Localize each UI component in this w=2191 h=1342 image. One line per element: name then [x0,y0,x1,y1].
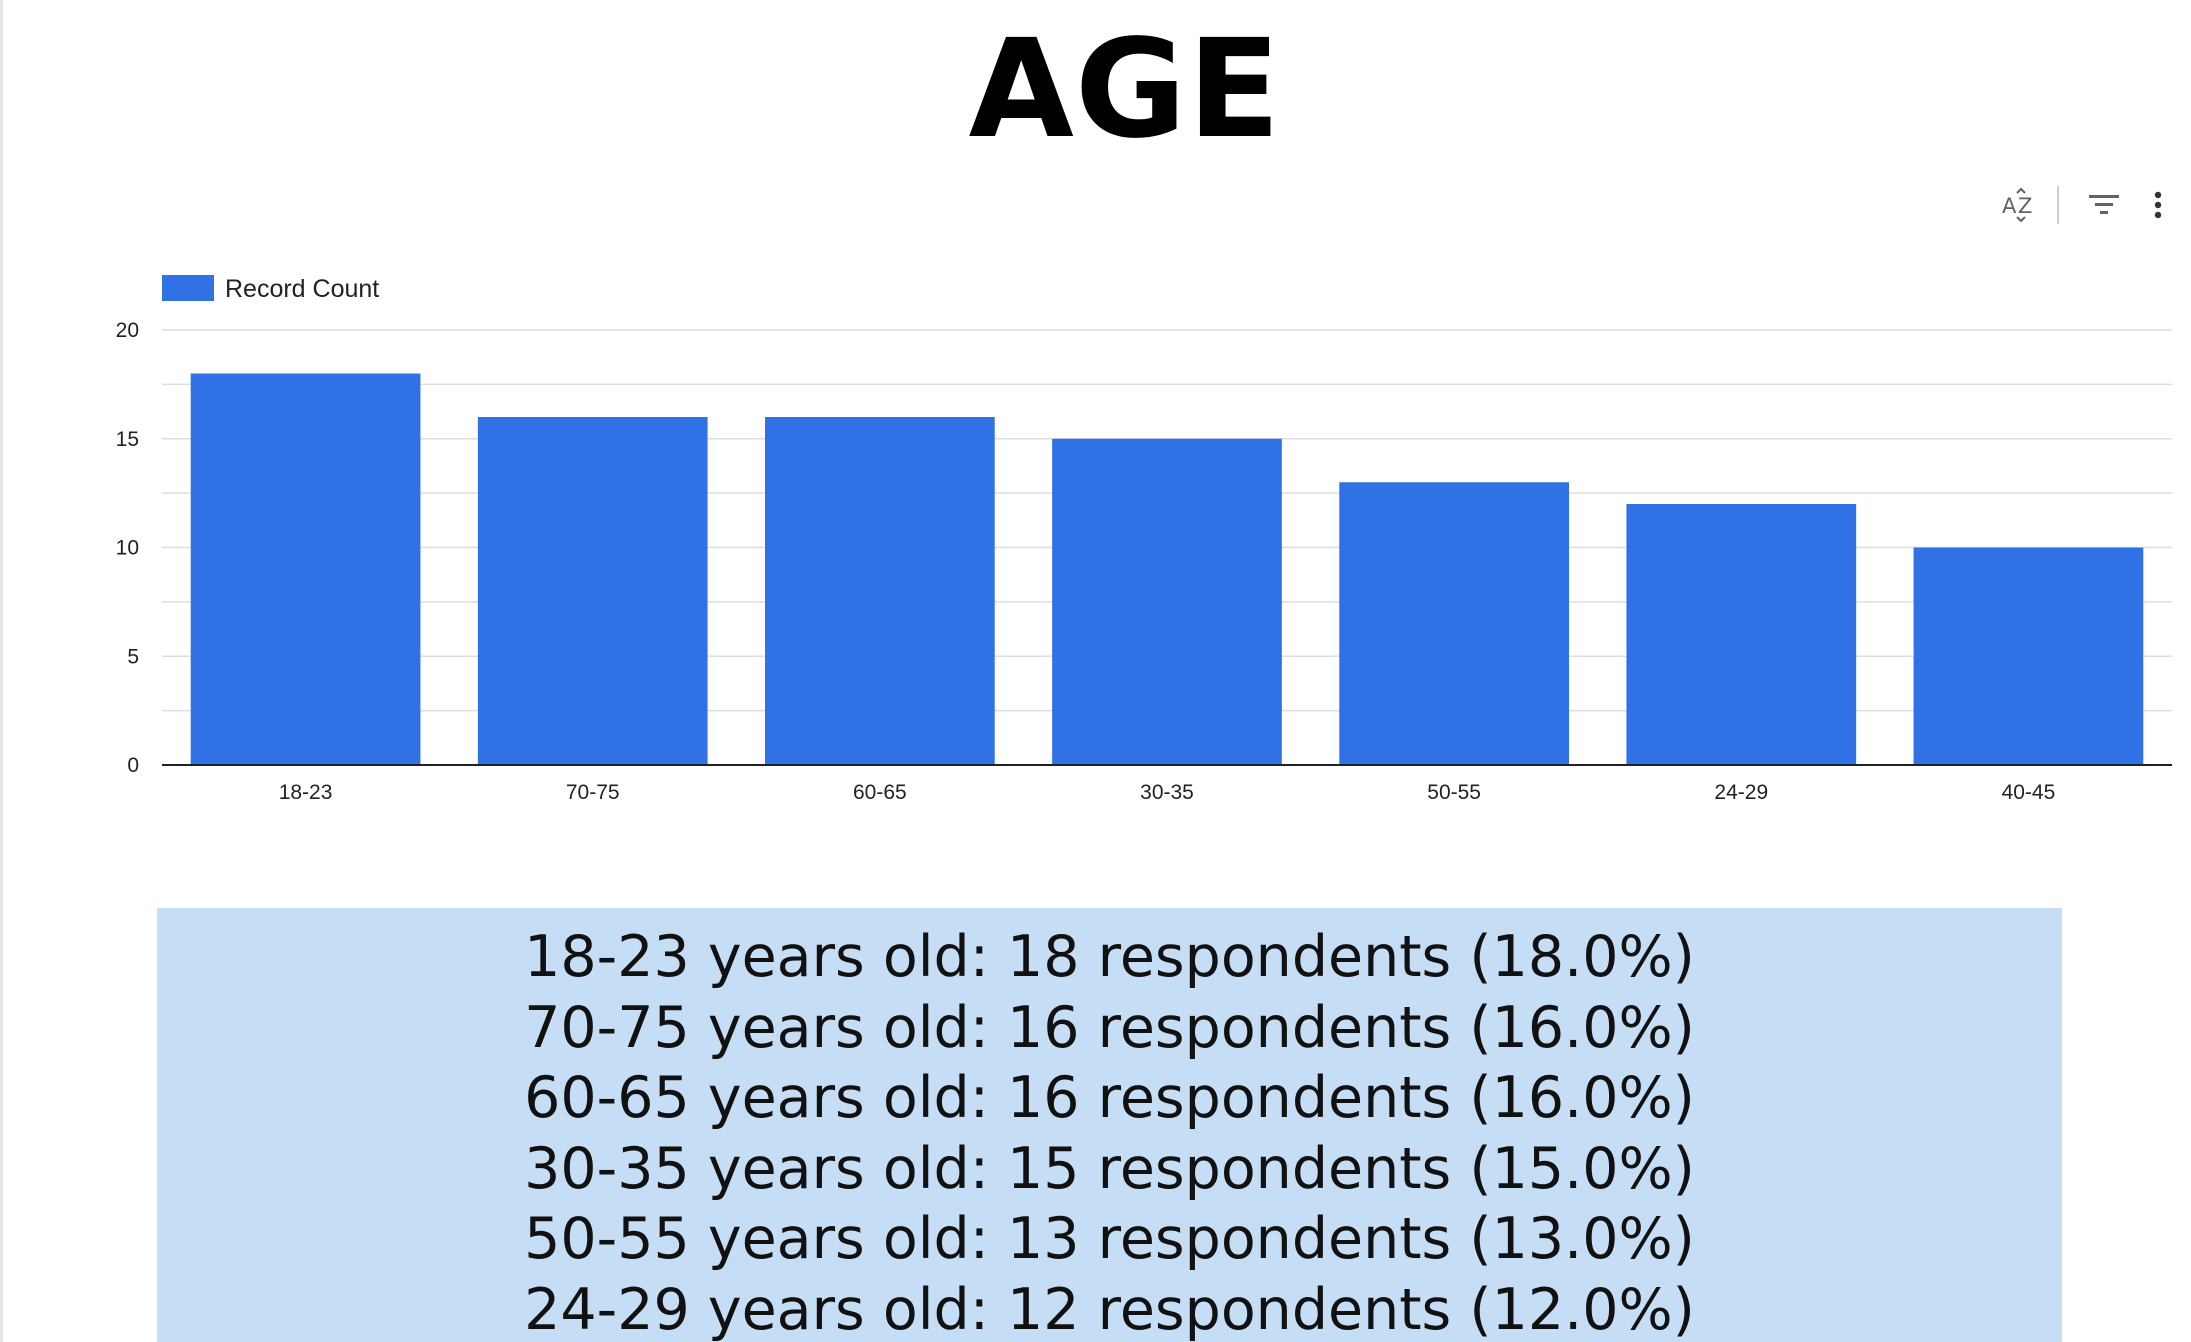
summary-line: 60-65 years old: 16 respondents (16.0%) [524,1065,1695,1131]
bar [765,417,995,765]
more-vert-icon [2154,191,2162,219]
bar [1052,438,1282,765]
summary-list: 18-23 years old: 18 respondents (18.0%) … [157,908,2062,1342]
x-tick-label: 24-29 [1714,781,1768,804]
filter-button[interactable] [2079,180,2129,230]
toolbar-divider [2057,186,2059,224]
x-tick-label: 70-75 [566,781,620,804]
summary-line: 50-55 years old: 13 respondents (13.0%) [524,1206,1695,1272]
bar [477,417,708,765]
x-tick-label: 18-23 [279,781,333,804]
page-title: AGE [968,11,1282,169]
more-options-button[interactable] [2143,180,2173,230]
legend-swatch [162,275,214,301]
page-left-border [0,0,3,1342]
legend-label: Record Count [225,275,379,303]
chart-toolbar: A Z [1995,180,2173,230]
summary-box: 18-23 years old: 18 respondents (18.0%) … [157,908,2062,1342]
x-tick-label: 40-45 [2002,781,2056,804]
svg-text:Z: Z [2018,194,2032,218]
summary-line: 24-29 years old: 12 respondents (12.0%) [524,1276,1695,1342]
summary-line: 18-23 years old: 18 respondents (18.0%) [524,924,1695,990]
svg-text:A: A [2002,194,2017,218]
y-tick-label: 5 [127,645,139,668]
bar [1339,482,1569,765]
x-tick-label: 50-55 [1427,781,1481,804]
y-tick-label: 10 [116,537,139,560]
y-tick-label: 20 [116,319,139,342]
x-tick-label: 60-65 [853,781,907,804]
summary-line: 30-35 years old: 15 respondents (15.0%) [524,1135,1695,1202]
summary-line: 70-75 years old: 16 respondents (16.0%) [524,994,1695,1061]
bar-chart: 0 5 10 15 20 18-23 70-75 60-65 30-35 50-55 24-29 40… [116,275,2172,804]
filter-icon [2089,195,2119,214]
y-tick-label: 0 [127,754,139,777]
sort-az-icon: A Z [2002,187,2032,223]
y-tick-label: 15 [116,428,139,451]
bar [190,373,421,765]
bar [1913,547,2144,765]
x-tick-label: 30-35 [1140,781,1194,804]
bar [1626,504,1857,765]
sort-button[interactable]: A Z [1995,180,2045,230]
